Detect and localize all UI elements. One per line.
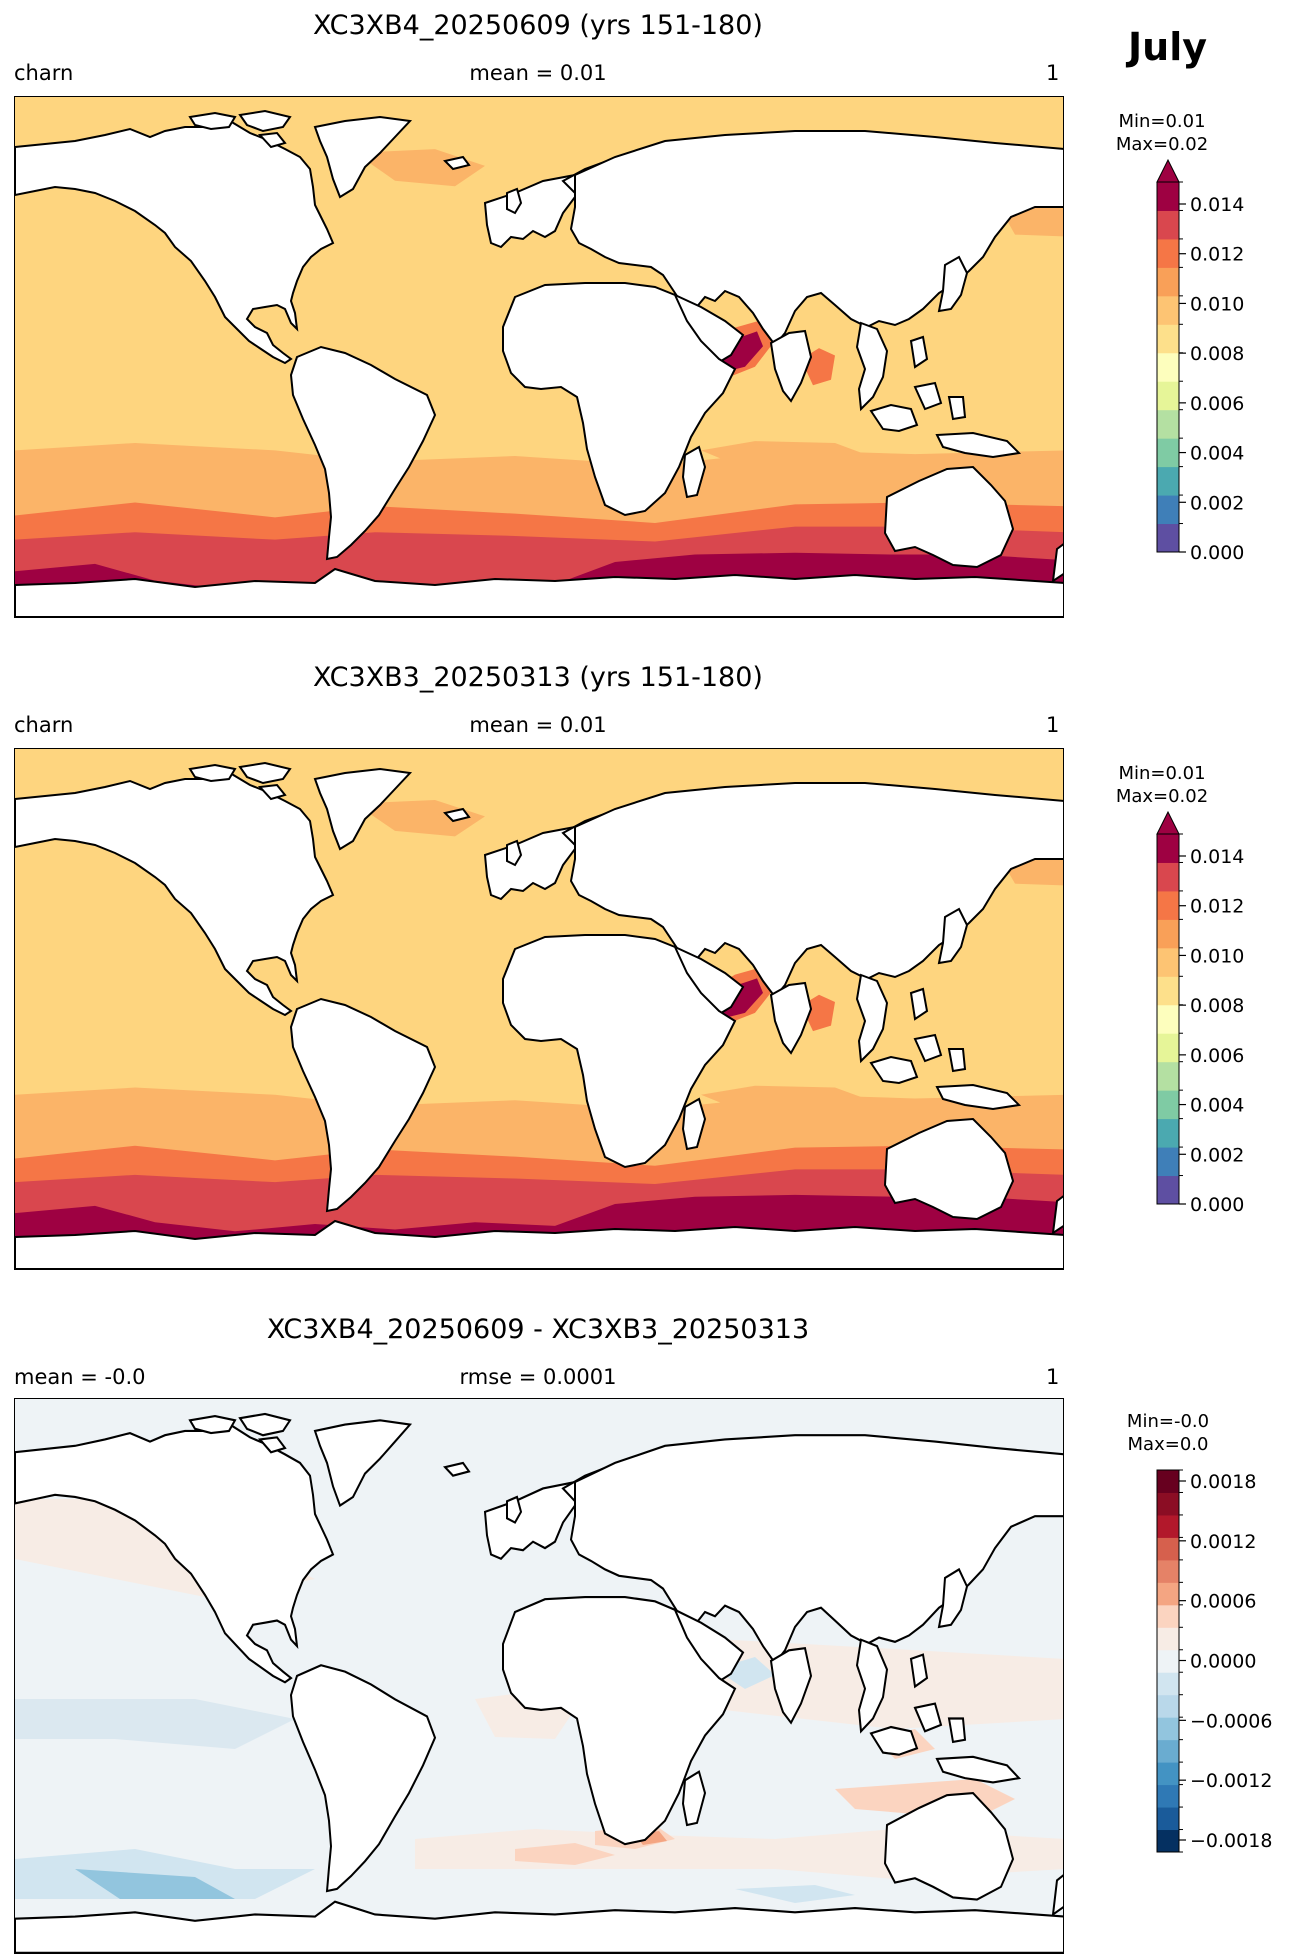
colorbar-outline bbox=[1156, 181, 1180, 553]
colorbar-segment bbox=[1157, 495, 1179, 525]
colorbar-segment bbox=[1157, 919, 1179, 949]
colorbar-segment bbox=[1157, 1492, 1179, 1516]
colorbar-segment bbox=[1157, 1627, 1179, 1651]
colorbar-tick-label: 0.010 bbox=[1190, 293, 1244, 315]
panel-1-mean-label: mean = 0.01 bbox=[469, 61, 607, 85]
colorbar-segment bbox=[1157, 1514, 1179, 1538]
colorbar-tick-label: 0.002 bbox=[1190, 492, 1244, 514]
panel-2-variable-label: charn bbox=[14, 713, 74, 737]
colorbar-segment bbox=[1157, 352, 1179, 382]
panel-3-rmse-label: rmse = 0.0001 bbox=[459, 1365, 617, 1389]
colorbar-segment bbox=[1157, 1784, 1179, 1808]
panel-3-minmax: Min=-0.0 Max=0.0 bbox=[1126, 1411, 1210, 1455]
colorbar-tick-label: 0.0000 bbox=[1190, 1651, 1256, 1673]
colorbar-segment bbox=[1157, 1147, 1179, 1177]
panel-1-month-index: 1 bbox=[1046, 61, 1060, 85]
panel-2-title: XC3XB3_20250313 (yrs 151-180) bbox=[313, 662, 763, 693]
colorbar-segment bbox=[1157, 523, 1179, 553]
colorbar-tick-label: 0.0012 bbox=[1190, 1531, 1256, 1553]
colorbar-tick-label: 0.006 bbox=[1190, 393, 1244, 415]
panel-2-month-index: 1 bbox=[1046, 713, 1060, 737]
colorbar-segment bbox=[1157, 862, 1179, 892]
colorbar-segment bbox=[1157, 1004, 1179, 1034]
colorbar-extend-arrow bbox=[1156, 810, 1180, 835]
colorbar-tick-label: −0.0006 bbox=[1190, 1710, 1272, 1732]
colorbar-segment bbox=[1157, 295, 1179, 325]
colorbar-segment bbox=[1157, 324, 1179, 354]
colorbar-outline bbox=[1156, 833, 1180, 1205]
colorbar-segment bbox=[1157, 1739, 1179, 1763]
colorbar-segment bbox=[1157, 1537, 1179, 1561]
colorbar-segment bbox=[1157, 381, 1179, 411]
colorbar-segment bbox=[1157, 947, 1179, 977]
colorbar-tick-label: 0.002 bbox=[1190, 1144, 1244, 1166]
colorbar-tick-label: 0.000 bbox=[1190, 1194, 1244, 1216]
colorbar-tick-label: 0.0018 bbox=[1190, 1471, 1256, 1493]
colorbar-segment bbox=[1157, 890, 1179, 920]
colorbar-segment bbox=[1157, 1717, 1179, 1741]
colorbar-segment bbox=[1157, 1604, 1179, 1628]
panel-1-title: XC3XB4_20250609 (yrs 151-180) bbox=[313, 10, 763, 41]
colorbar-segment bbox=[1157, 438, 1179, 468]
colorbar-extend-arrow bbox=[1156, 158, 1180, 183]
colorbar-tick-label: −0.0018 bbox=[1190, 1830, 1272, 1852]
panel-2-minmax: Min=0.01 Max=0.02 bbox=[1115, 763, 1209, 807]
colorbar-tick-label: 0.014 bbox=[1190, 194, 1244, 216]
colorbar-segment bbox=[1157, 238, 1179, 268]
colorbar-tick-label: 0.014 bbox=[1190, 846, 1244, 868]
panel-3-colorbar: 0.0018 0.0012 0.0006 0.0000 −0.0006 −0.0012 −0… bbox=[1155, 1460, 1295, 1864]
panel-1-minmax: Min=0.01 Max=0.02 bbox=[1115, 111, 1209, 155]
panel-3-map bbox=[14, 1398, 1064, 1954]
month-label: July bbox=[1128, 25, 1207, 69]
panel-2-map bbox=[14, 748, 1064, 1270]
colorbar-segment bbox=[1157, 1033, 1179, 1063]
colorbar-segment bbox=[1157, 210, 1179, 240]
colorbar-tick-label: 0.012 bbox=[1190, 244, 1244, 266]
colorbar-segment bbox=[1157, 1470, 1179, 1493]
colorbar-segment bbox=[1157, 1090, 1179, 1120]
colorbar-tick-label: 0.006 bbox=[1190, 1045, 1244, 1067]
colorbar-tick-label: 0.0006 bbox=[1190, 1591, 1256, 1613]
colorbar-segment bbox=[1157, 834, 1179, 863]
colorbar-segment bbox=[1157, 466, 1179, 496]
colorbar-tick-label: 0.008 bbox=[1190, 995, 1244, 1017]
panel-3-month-index: 1 bbox=[1046, 1365, 1060, 1389]
panel-1-variable-label: charn bbox=[14, 61, 74, 85]
colorbar-tick-label: 0.000 bbox=[1190, 542, 1244, 564]
colorbar-segment bbox=[1157, 976, 1179, 1006]
colorbar-segment bbox=[1157, 1061, 1179, 1091]
colorbar-segment bbox=[1157, 1807, 1179, 1831]
colorbar-segment bbox=[1157, 267, 1179, 297]
colorbar-segment bbox=[1157, 1649, 1179, 1673]
colorbar-tick-label: −0.0012 bbox=[1190, 1770, 1272, 1792]
panel-2-mean-label: mean = 0.01 bbox=[469, 713, 607, 737]
colorbar-tick-label: 0.008 bbox=[1190, 343, 1244, 365]
colorbar-segment bbox=[1157, 1694, 1179, 1718]
colorbar-tick-label: 0.010 bbox=[1190, 945, 1244, 967]
colorbar-segment bbox=[1157, 409, 1179, 439]
colorbar-tick-label: 0.004 bbox=[1190, 443, 1244, 465]
colorbar-tick-label: 0.012 bbox=[1190, 896, 1244, 918]
panel-3-mean-label: mean = -0.0 bbox=[14, 1365, 146, 1389]
colorbar-segment bbox=[1157, 1559, 1179, 1583]
panel-3-title: XC3XB4_20250609 - XC3XB3_20250313 bbox=[266, 1314, 810, 1345]
panel-2-colorbar: 0.014 0.012 0.010 0.008 0.006 0.004 0.002 0.000 bbox=[1155, 810, 1295, 1216]
colorbar-segment bbox=[1157, 1829, 1179, 1853]
panel-1-map bbox=[14, 96, 1064, 618]
colorbar-segment bbox=[1157, 1118, 1179, 1148]
panel-1-colorbar: 0.014 0.012 0.010 0.008 0.006 0.004 0.002 0.000 bbox=[1155, 158, 1295, 564]
colorbar-segment bbox=[1157, 1582, 1179, 1606]
colorbar-segment bbox=[1157, 1762, 1179, 1786]
colorbar-segment bbox=[1157, 1175, 1179, 1205]
colorbar-segment bbox=[1157, 182, 1179, 211]
colorbar-segment bbox=[1157, 1672, 1179, 1696]
colorbar-tick-label: 0.004 bbox=[1190, 1095, 1244, 1117]
